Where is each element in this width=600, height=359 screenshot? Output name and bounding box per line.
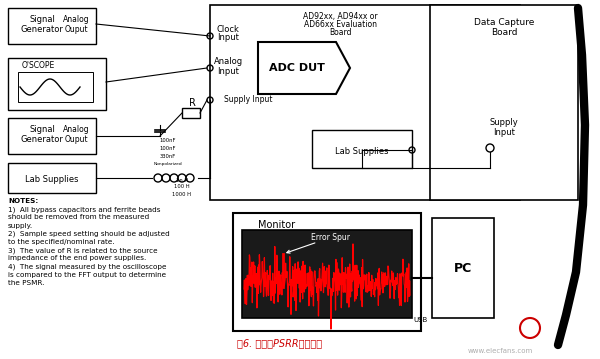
Text: impedance of the end power supplies.: impedance of the end power supplies. — [8, 255, 146, 261]
Text: Nonpolarized: Nonpolarized — [154, 162, 182, 166]
Text: www.elecfans.com: www.elecfans.com — [467, 348, 533, 354]
Text: Input: Input — [217, 33, 239, 42]
FancyBboxPatch shape — [312, 130, 412, 168]
Text: 330nF: 330nF — [160, 154, 176, 159]
Text: ADC DUT: ADC DUT — [269, 63, 325, 73]
Text: PC: PC — [454, 261, 472, 275]
Text: Signal: Signal — [29, 15, 55, 24]
FancyBboxPatch shape — [233, 213, 421, 331]
Text: Data Capture: Data Capture — [474, 18, 534, 27]
Text: 1)  All bypass capacitors and ferrite beads: 1) All bypass capacitors and ferrite bea… — [8, 206, 161, 213]
FancyBboxPatch shape — [430, 5, 578, 200]
Text: Input: Input — [217, 66, 239, 75]
Text: Lab Supplies: Lab Supplies — [335, 146, 389, 155]
Text: 100nF: 100nF — [160, 137, 176, 143]
FancyBboxPatch shape — [432, 218, 494, 318]
FancyBboxPatch shape — [8, 118, 96, 154]
Text: Analog: Analog — [62, 126, 89, 135]
Text: Lab Supplies: Lab Supplies — [25, 176, 79, 185]
FancyBboxPatch shape — [242, 230, 412, 318]
Text: Monitor: Monitor — [258, 220, 295, 230]
Text: Error Spur: Error Spur — [287, 233, 350, 253]
Polygon shape — [258, 42, 350, 94]
Text: O'SCOPE: O'SCOPE — [22, 61, 55, 70]
Text: Supply: Supply — [490, 118, 518, 127]
Text: Ouput: Ouput — [64, 135, 88, 145]
Text: Board: Board — [491, 28, 517, 37]
Text: NOTES:: NOTES: — [8, 198, 38, 204]
Text: Analog: Analog — [62, 15, 89, 24]
Text: Signal: Signal — [29, 126, 55, 135]
Text: USB: USB — [413, 317, 427, 323]
Text: 图6. 典型的PSRR测试设置: 图6. 典型的PSRR测试设置 — [237, 338, 322, 348]
Text: 2)  Sample speed setting should be adjusted: 2) Sample speed setting should be adjust… — [8, 231, 170, 237]
Text: Generator: Generator — [20, 135, 64, 145]
FancyBboxPatch shape — [8, 58, 106, 110]
Text: 100nF: 100nF — [160, 145, 176, 150]
Text: AD66xx Evaluation: AD66xx Evaluation — [304, 20, 377, 29]
Text: R: R — [188, 98, 196, 108]
Text: supply.: supply. — [8, 223, 33, 229]
Text: is compared to the FFT output to determine: is compared to the FFT output to determi… — [8, 272, 166, 278]
Text: Ouput: Ouput — [64, 24, 88, 33]
FancyBboxPatch shape — [182, 108, 200, 118]
Text: Supply Input: Supply Input — [224, 95, 272, 104]
Text: 4)  The signal measured by the oscilloscope: 4) The signal measured by the oscillosco… — [8, 264, 167, 270]
Text: the PSMR.: the PSMR. — [8, 280, 44, 286]
Text: Analog: Analog — [214, 57, 242, 66]
Text: 100 H: 100 H — [174, 185, 190, 190]
Text: 1000 H: 1000 H — [173, 191, 191, 196]
Text: Input: Input — [493, 128, 515, 137]
Text: Board: Board — [329, 28, 351, 37]
Text: AD92xx, AD94xx or: AD92xx, AD94xx or — [302, 12, 377, 21]
Text: Generator: Generator — [20, 25, 64, 34]
FancyBboxPatch shape — [8, 163, 96, 193]
FancyBboxPatch shape — [8, 8, 96, 44]
Text: 3)  The value of R is related to the source: 3) The value of R is related to the sour… — [8, 247, 158, 254]
FancyBboxPatch shape — [210, 5, 520, 200]
Text: should be removed from the measured: should be removed from the measured — [8, 214, 149, 220]
Text: to the specified/nominal rate.: to the specified/nominal rate. — [8, 239, 115, 245]
FancyBboxPatch shape — [18, 72, 93, 102]
Text: 1n H: 1n H — [176, 177, 188, 182]
Text: Clock: Clock — [217, 25, 239, 34]
